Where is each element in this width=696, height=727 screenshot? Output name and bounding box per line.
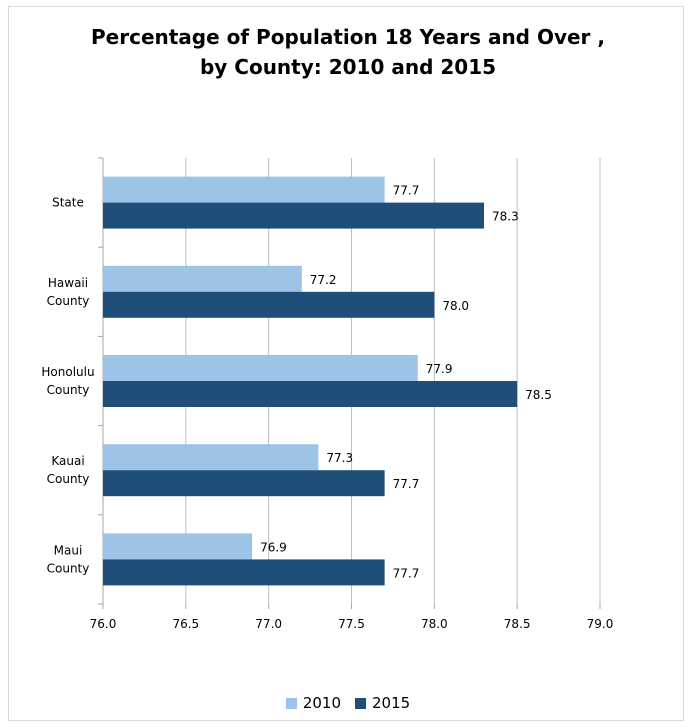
legend-item-2010: 2010 [285, 694, 341, 712]
bar-2015-4 [103, 559, 385, 586]
bar-2015-1 [103, 291, 435, 318]
legend-swatch-2010 [285, 697, 297, 709]
bar-2015-2 [103, 381, 518, 407]
x-tick-label-77.0: 77.0 [255, 617, 282, 631]
bar-2010-4 [103, 533, 253, 560]
data-label-2015-1: 78.0 [442, 299, 469, 313]
bar-2015-3 [103, 470, 385, 497]
bar-2010-1 [103, 265, 302, 292]
bar-2010-2 [103, 355, 418, 381]
legend-item-2015: 2015 [355, 694, 410, 712]
legend-label-2015: 2015 [372, 694, 411, 712]
legend-label-2010: 2010 [302, 694, 341, 712]
chart-title-line-1: Percentage of Population 18 Years and Ov… [91, 25, 605, 49]
category-label-1-1: County [47, 294, 90, 308]
data-label-2015-4: 77.7 [393, 566, 420, 580]
category-label-2-0: Honolulu [41, 365, 94, 379]
x-tick-label-76.0: 76.0 [90, 617, 117, 631]
chart-title-line-2: by County: 2010 and 2015 [199, 55, 497, 79]
category-label-1-0: Hawaii [48, 276, 88, 290]
legend: 2010 2015 [0, 694, 696, 712]
category-label-0-0: State [52, 196, 84, 210]
data-label-2010-1: 77.2 [310, 273, 337, 287]
x-tick-label-78.0: 78.0 [421, 617, 448, 631]
data-label-2015-0: 78.3 [492, 210, 519, 224]
category-label-4-0: Maui [54, 543, 83, 557]
bar-2010-0 [103, 176, 385, 203]
chart-title: Percentage of Population 18 Years and Ov… [0, 22, 696, 82]
category-label-4-1: County [47, 561, 90, 575]
data-label-2010-4: 76.9 [260, 540, 287, 554]
data-label-2010-3: 77.3 [326, 451, 353, 465]
legend-swatch-2015 [355, 697, 366, 709]
bar-2015-0 [103, 202, 485, 229]
data-label-2015-3: 77.7 [393, 477, 420, 491]
data-label-2010-0: 77.7 [393, 184, 420, 198]
category-label-3-0: Kauai [51, 454, 84, 468]
x-tick-label-79.0: 79.0 [587, 617, 614, 631]
bar-2010-3 [103, 444, 319, 471]
data-label-2010-2: 77.9 [426, 362, 453, 376]
category-label-3-1: County [47, 472, 90, 486]
x-tick-label-77.5: 77.5 [338, 617, 365, 631]
x-tick-label-76.5: 76.5 [172, 617, 199, 631]
x-tick-label-78.5: 78.5 [504, 617, 531, 631]
data-label-2015-2: 78.5 [525, 388, 552, 402]
category-label-2-1: County [47, 383, 90, 397]
